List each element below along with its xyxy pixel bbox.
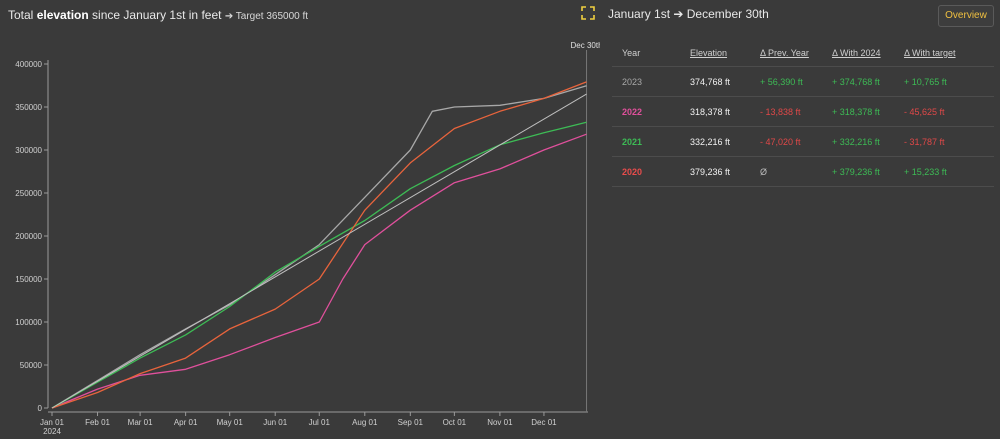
y-tick-label: 200000 bbox=[15, 232, 42, 241]
overview-button[interactable]: Overview bbox=[938, 5, 994, 27]
row-delta-2024: + 332,216 ft bbox=[822, 126, 894, 157]
row-year: 2020 bbox=[612, 156, 680, 187]
row-delta-prev: - 47,020 ft bbox=[750, 126, 822, 157]
elevation-chart: 0 50000 100000 150000 200000 250000 300000 3500… bbox=[0, 30, 602, 436]
stats-table: Year Elevation Δ Prev. Year Δ With 2024 … bbox=[612, 40, 994, 187]
series-line-2022 bbox=[51, 133, 587, 409]
x-tick-label: Oct 01 bbox=[443, 418, 467, 427]
x-year-label: 2024 bbox=[43, 427, 61, 434]
series-line-target bbox=[51, 93, 587, 409]
table-header-row: Year Elevation Δ Prev. Year Δ With 2024 … bbox=[612, 40, 994, 67]
col-year: Year bbox=[612, 40, 680, 67]
y-tick-label: 50000 bbox=[20, 361, 43, 370]
title-prefix: Total bbox=[8, 8, 37, 22]
row-elevation: 374,768 ft bbox=[680, 66, 750, 97]
y-tick-label: 400000 bbox=[15, 60, 42, 69]
col-elevation[interactable]: Elevation bbox=[680, 40, 750, 67]
series-line-2021 bbox=[51, 121, 587, 409]
chart-title: Total elevation since January 1st in fee… bbox=[8, 8, 308, 22]
title-bold-word: elevation bbox=[36, 8, 89, 22]
x-tick-label: Jul 01 bbox=[309, 418, 331, 427]
y-tick-label: 250000 bbox=[15, 189, 42, 198]
row-year: 2021 bbox=[612, 126, 680, 157]
table-row: 2023 374,768 ft + 56,390 ft + 374,768 ft… bbox=[612, 66, 994, 97]
table-row: 2020 379,236 ft Ø + 379,236 ft + 15,233 … bbox=[612, 156, 994, 187]
x-tick-label: Nov 01 bbox=[487, 418, 513, 427]
x-tick-label: Sep 01 bbox=[398, 418, 424, 427]
row-delta-prev: Ø bbox=[750, 156, 822, 187]
expand-icon[interactable] bbox=[581, 6, 595, 20]
x-tick-label: Apr 01 bbox=[174, 418, 198, 427]
y-tick-label: 350000 bbox=[15, 103, 42, 112]
x-tick-label: Feb 01 bbox=[85, 418, 110, 427]
row-delta-2024: + 379,236 ft bbox=[822, 156, 894, 187]
row-year: 2022 bbox=[612, 96, 680, 127]
y-tick-label: 0 bbox=[38, 404, 43, 413]
col-with-2024[interactable]: Δ With 2024 bbox=[822, 40, 894, 67]
col-prev-year[interactable]: Δ Prev. Year bbox=[750, 40, 822, 67]
y-tick-label: 150000 bbox=[15, 275, 42, 284]
row-delta-prev: - 13,838 ft bbox=[750, 96, 822, 127]
row-delta-target: + 10,765 ft bbox=[894, 66, 994, 97]
row-elevation: 332,216 ft bbox=[680, 126, 750, 157]
x-tick-label: Dec 01 bbox=[531, 418, 557, 427]
row-delta-2024: + 374,768 ft bbox=[822, 66, 894, 97]
chart-svg: 0 50000 100000 150000 200000 250000 300000 3500… bbox=[15, 41, 602, 436]
table-row: 2021 332,216 ft - 47,020 ft + 332,216 ft… bbox=[612, 126, 994, 157]
row-delta-prev: + 56,390 ft bbox=[750, 66, 822, 97]
series-line-2020 bbox=[51, 81, 587, 409]
x-tick-label: Jan 01 bbox=[40, 418, 65, 427]
y-tick-label: 300000 bbox=[15, 146, 42, 155]
marker-label: Dec 30th bbox=[571, 41, 600, 50]
title-suffix: since January 1st in feet bbox=[88, 8, 222, 22]
row-delta-target: - 45,625 ft bbox=[894, 96, 994, 127]
col-with-target[interactable]: Δ With target bbox=[894, 40, 994, 67]
row-delta-target: + 15,233 ft bbox=[894, 156, 994, 187]
series-line-2023 bbox=[51, 85, 587, 409]
row-elevation: 318,378 ft bbox=[680, 96, 750, 127]
table-row: 2022 318,378 ft - 13,838 ft + 318,378 ft… bbox=[612, 96, 994, 127]
row-year: 2023 bbox=[612, 66, 680, 97]
target-label: ➔ Target 365000 ft bbox=[224, 11, 309, 22]
y-tick-label: 100000 bbox=[15, 318, 42, 327]
x-tick-label: May 01 bbox=[217, 418, 244, 427]
date-range: January 1st ➔ December 30th bbox=[608, 7, 769, 21]
row-elevation: 379,236 ft bbox=[680, 156, 750, 187]
x-tick-label: Jun 01 bbox=[263, 418, 288, 427]
x-tick-label: Mar 01 bbox=[128, 418, 153, 427]
x-tick-label: Aug 01 bbox=[352, 418, 378, 427]
row-delta-target: - 31,787 ft bbox=[894, 126, 994, 157]
row-delta-2024: + 318,378 ft bbox=[822, 96, 894, 127]
